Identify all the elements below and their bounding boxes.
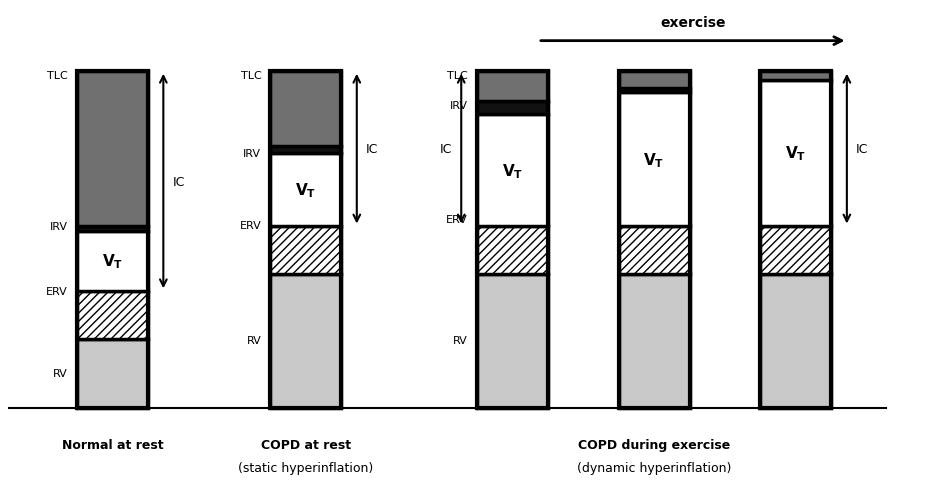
Bar (476, 72, 547, 102)
Text: IRV: IRV (50, 222, 68, 232)
Bar (618, 274, 689, 408)
Text: ERV: ERV (46, 287, 68, 297)
Bar (476, 274, 547, 408)
Bar (476, 227, 547, 274)
Bar (77, 291, 148, 339)
Text: TLC: TLC (241, 71, 261, 81)
Text: $\mathbf{V_T}$: $\mathbf{V_T}$ (101, 252, 123, 271)
Text: $\mathbf{V_T}$: $\mathbf{V_T}$ (643, 151, 665, 169)
Bar (77, 339, 148, 408)
Bar (760, 227, 831, 274)
Bar (271, 72, 341, 408)
Text: IC: IC (172, 175, 185, 188)
Bar (760, 274, 831, 408)
Text: (dynamic hyperinflation): (dynamic hyperinflation) (577, 461, 731, 474)
Text: IC: IC (856, 143, 868, 156)
Text: ERV: ERV (446, 215, 468, 225)
Bar (271, 227, 341, 274)
Text: RV: RV (453, 336, 468, 346)
Text: (static hyperinflation): (static hyperinflation) (239, 461, 373, 474)
Text: RV: RV (53, 368, 68, 378)
Bar (760, 80, 831, 227)
Bar (760, 72, 831, 408)
Bar (476, 72, 547, 408)
Bar (77, 72, 148, 227)
Bar (77, 72, 148, 408)
Bar (271, 72, 341, 147)
Text: COPD at rest: COPD at rest (260, 438, 351, 451)
Bar (618, 93, 689, 227)
Text: TLC: TLC (447, 71, 468, 81)
Bar (618, 72, 689, 89)
Bar (271, 153, 341, 227)
Text: Normal at rest: Normal at rest (62, 438, 163, 451)
Bar (77, 227, 148, 231)
Bar (476, 102, 547, 115)
Text: ERV: ERV (240, 220, 261, 230)
Bar (618, 72, 689, 408)
Text: IC: IC (366, 143, 378, 156)
Text: $\mathbf{V_T}$: $\mathbf{V_T}$ (785, 144, 807, 163)
Bar (77, 231, 148, 291)
Text: IRV: IRV (243, 149, 261, 159)
Text: TLC: TLC (47, 71, 68, 81)
Text: $\mathbf{V_T}$: $\mathbf{V_T}$ (502, 162, 523, 180)
Bar (760, 72, 831, 80)
Text: COPD during exercise: COPD during exercise (578, 438, 730, 451)
Text: exercise: exercise (660, 16, 725, 30)
Text: IC: IC (439, 143, 453, 156)
Bar (476, 115, 547, 227)
Text: $\mathbf{V_T}$: $\mathbf{V_T}$ (295, 181, 316, 199)
Text: RV: RV (246, 336, 261, 346)
Bar (618, 89, 689, 93)
Bar (618, 227, 689, 274)
Text: IRV: IRV (450, 101, 468, 111)
Bar (271, 274, 341, 408)
Bar (271, 147, 341, 153)
